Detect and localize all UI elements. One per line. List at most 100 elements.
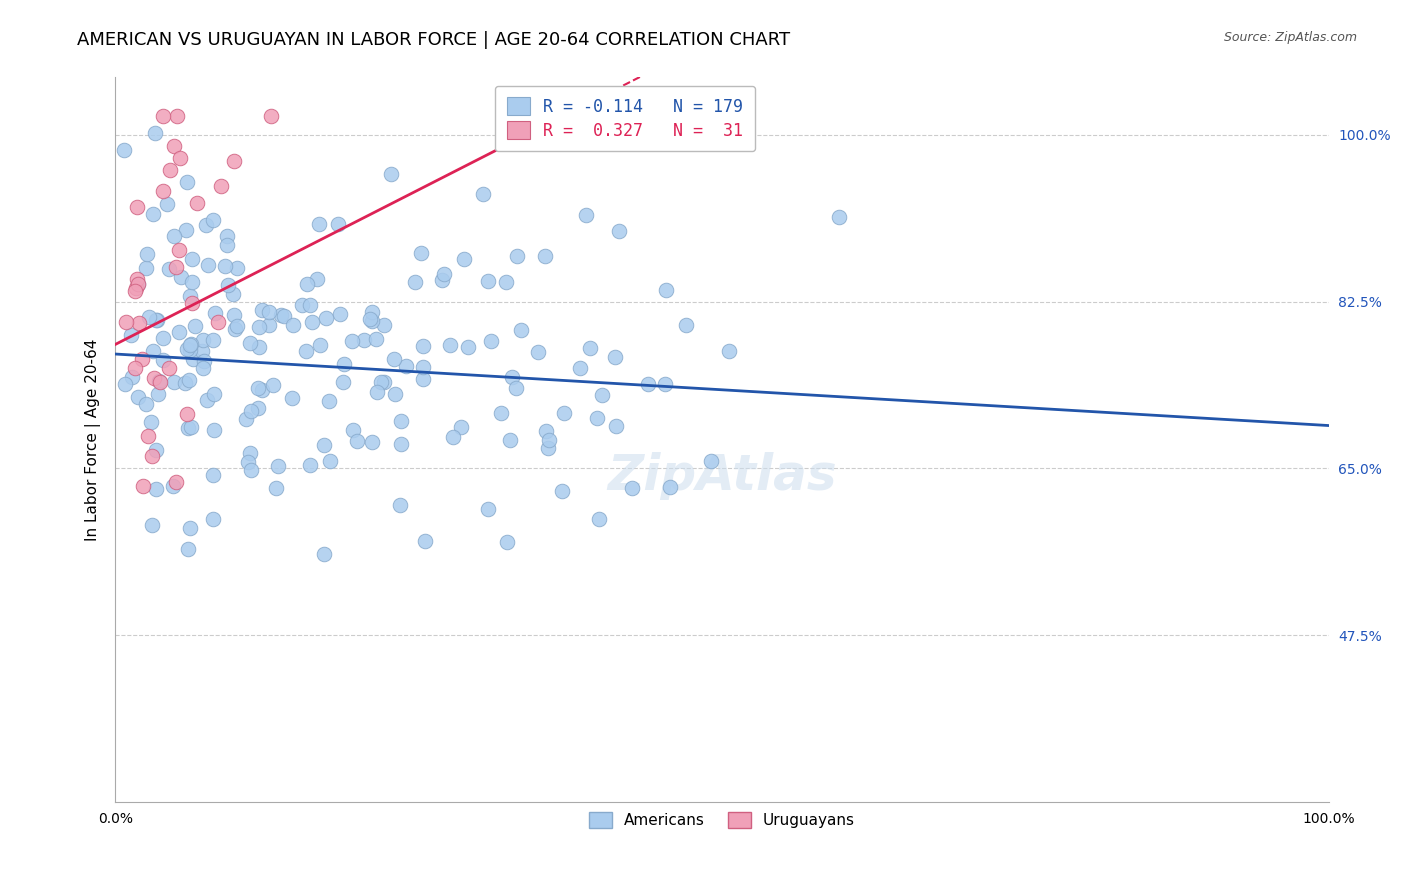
Point	[166, 109, 188, 123]
Point	[370, 376, 392, 390]
Point	[197, 258, 219, 272]
Point	[318, 393, 340, 408]
Point	[472, 187, 495, 202]
Point	[207, 315, 229, 329]
Point	[373, 375, 395, 389]
Point	[138, 310, 160, 324]
Point	[828, 210, 851, 224]
Point	[603, 350, 626, 364]
Point	[169, 152, 191, 166]
Point	[700, 454, 723, 468]
Point	[127, 390, 149, 404]
Legend: Americans, Uruguayans: Americans, Uruguayans	[582, 806, 860, 835]
Point	[179, 343, 201, 357]
Point	[359, 311, 381, 326]
Point	[412, 339, 434, 353]
Point	[291, 298, 314, 312]
Point	[114, 376, 136, 391]
Point	[489, 406, 512, 420]
Point	[202, 423, 225, 437]
Point	[209, 179, 232, 194]
Point	[395, 359, 418, 374]
Point	[225, 318, 247, 333]
Point	[299, 458, 322, 473]
Point	[240, 463, 263, 477]
Point	[135, 397, 157, 411]
Point	[270, 309, 292, 323]
Point	[495, 275, 517, 289]
Point	[127, 277, 149, 291]
Point	[586, 411, 609, 425]
Point	[177, 541, 200, 556]
Point	[295, 277, 318, 291]
Y-axis label: In Labor Force | Age 20-64: In Labor Force | Age 20-64	[86, 339, 101, 541]
Point	[215, 228, 238, 243]
Point	[145, 312, 167, 326]
Point	[149, 375, 172, 389]
Point	[162, 478, 184, 492]
Point	[124, 284, 146, 298]
Point	[191, 360, 214, 375]
Point	[412, 371, 434, 385]
Point	[328, 307, 350, 321]
Point	[361, 305, 384, 319]
Point	[267, 459, 290, 474]
Point	[152, 109, 174, 123]
Point	[477, 274, 499, 288]
Point	[191, 333, 214, 347]
Point	[156, 197, 179, 211]
Point	[332, 376, 354, 390]
Point	[143, 126, 166, 140]
Point	[273, 310, 295, 324]
Point	[346, 434, 368, 448]
Point	[453, 252, 475, 267]
Point	[527, 345, 550, 359]
Point	[496, 535, 519, 549]
Point	[262, 378, 284, 392]
Point	[605, 419, 627, 434]
Point	[148, 374, 170, 388]
Point	[361, 434, 384, 449]
Point	[307, 272, 329, 286]
Point	[217, 237, 239, 252]
Point	[179, 521, 201, 535]
Point	[125, 201, 148, 215]
Point	[225, 260, 247, 275]
Point	[315, 311, 337, 326]
Point	[145, 443, 167, 458]
Point	[655, 283, 678, 297]
Point	[579, 341, 602, 355]
Point	[239, 446, 262, 460]
Point	[141, 449, 163, 463]
Point	[124, 361, 146, 376]
Point	[141, 415, 163, 429]
Point	[534, 425, 557, 439]
Point	[260, 109, 283, 123]
Point	[537, 434, 560, 448]
Point	[551, 483, 574, 498]
Point	[413, 533, 436, 548]
Point	[477, 502, 499, 516]
Point	[505, 381, 527, 395]
Point	[235, 411, 257, 425]
Point	[152, 331, 174, 345]
Point	[112, 143, 135, 157]
Point	[157, 360, 180, 375]
Point	[201, 467, 224, 482]
Point	[658, 479, 681, 493]
Point	[125, 272, 148, 286]
Point	[181, 352, 204, 367]
Point	[373, 318, 395, 332]
Point	[176, 343, 198, 357]
Point	[145, 482, 167, 496]
Point	[280, 391, 302, 405]
Point	[181, 296, 204, 310]
Point	[165, 475, 187, 489]
Point	[121, 370, 143, 384]
Point	[180, 336, 202, 351]
Point	[308, 217, 330, 231]
Point	[224, 322, 246, 336]
Point	[201, 333, 224, 347]
Point	[250, 383, 273, 397]
Point	[312, 438, 335, 452]
